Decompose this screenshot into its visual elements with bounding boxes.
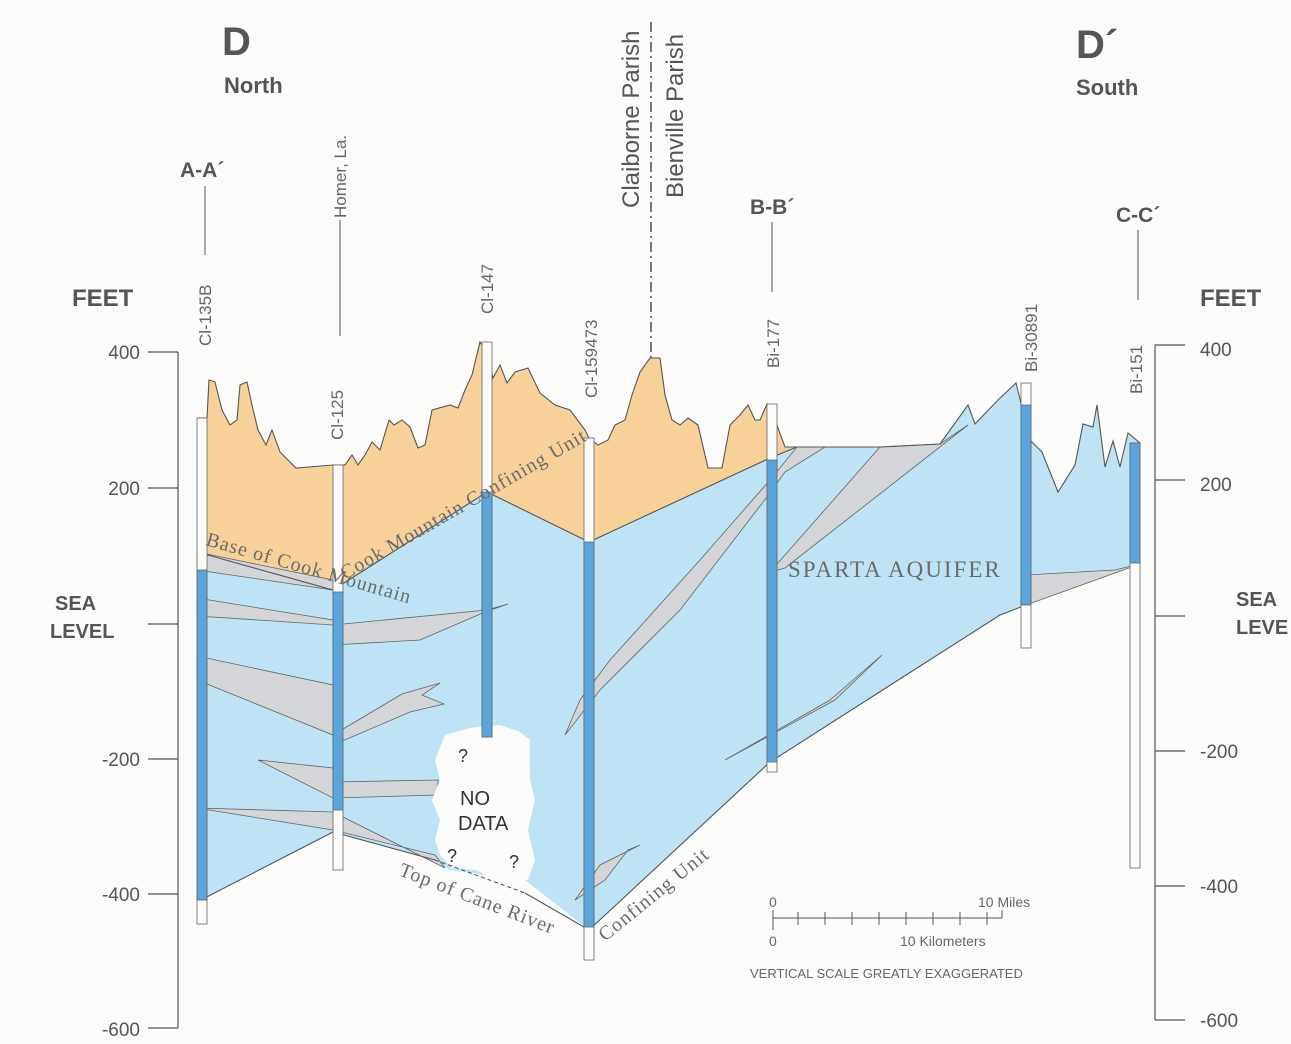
right-tick-400: 400 (1200, 340, 1232, 361)
sparta-aquifer-label: SPARTA AQUIFER (788, 557, 1002, 582)
left-tick-400: 400 (108, 343, 140, 364)
section-letter-d: D (222, 20, 251, 64)
right-axis (1154, 344, 1185, 1021)
left-tick-minus-200: -200 (102, 750, 140, 771)
well-columns (196, 341, 1141, 961)
claiborne-parish-label: Claiborne Parish (618, 31, 645, 208)
well-bi30891-screen (1020, 404, 1032, 606)
direction-south: South (1076, 75, 1138, 100)
well-bi151-screen (1129, 442, 1141, 564)
question-mark-3: ? (509, 852, 519, 872)
well-label-cl159473: Cl-159473 (582, 320, 601, 398)
vertical-scale-note: VERTICAL SCALE GREATLY EXAGGERATED (750, 966, 1023, 981)
question-mark-1: ? (458, 746, 468, 766)
no-data-region (432, 725, 535, 880)
no-data-line-2: DATA (458, 813, 509, 835)
cross-section-aa: A-A´ (180, 159, 224, 182)
bienville-parish-label: Bienville Parish (662, 34, 689, 198)
direction-north: North (224, 73, 283, 98)
right-tick-minus-600: -600 (1200, 1011, 1238, 1032)
well-label-cl125: Cl-125 (328, 390, 347, 440)
well-label-bi30891: Bi-30891 (1022, 304, 1041, 372)
reference-leaders (204, 186, 1139, 336)
well-cl147-screen (481, 491, 493, 738)
well-label-cl135b: Cl-135B (196, 285, 215, 346)
left-tick-200: 200 (108, 479, 140, 500)
scale-km-label: 10 Kilometers (900, 933, 986, 949)
right-tick-minus-400: -400 (1200, 877, 1238, 898)
well-label-bi177: Bi-177 (764, 319, 783, 368)
well-label-cl147: Cl-147 (478, 264, 497, 314)
left-level-label: LEVEL (50, 621, 114, 643)
cross-section-bb: B-B´ (750, 196, 794, 219)
cross-section-cc: C-C´ (1116, 204, 1160, 227)
no-data-line-1: NO (460, 788, 490, 810)
well-cl125-screen (332, 591, 344, 811)
right-tick-minus-200: -200 (1200, 742, 1238, 763)
well-cl135b-screen (196, 569, 208, 901)
right-tick-200: 200 (1200, 475, 1232, 496)
left-sea-label: SEA (55, 593, 96, 615)
scale-km-zero: 0 (769, 933, 777, 949)
well-label-homer: Homer, La. (331, 135, 350, 218)
right-level-label: LEVE (1236, 617, 1288, 639)
section-letter-d-prime: D´ (1076, 23, 1118, 67)
scale-miles-zero: 0 (769, 894, 777, 910)
scale-bar (772, 910, 1003, 930)
scale-miles-label: 10 Miles (978, 894, 1030, 910)
well-cl159473-screen (583, 541, 595, 928)
well-bi177-screen (766, 459, 778, 763)
cook-mountain-fill (197, 342, 797, 590)
left-tick-minus-600: -600 (102, 1020, 140, 1041)
right-feet-title: FEET (1200, 285, 1262, 312)
question-mark-2: ? (447, 846, 457, 866)
right-sea-label: SEA (1236, 589, 1277, 611)
left-feet-title: FEET (72, 285, 134, 312)
left-tick-minus-400: -400 (102, 885, 140, 906)
well-label-bi151: Bi-151 (1127, 345, 1146, 394)
left-axis (148, 351, 179, 1029)
